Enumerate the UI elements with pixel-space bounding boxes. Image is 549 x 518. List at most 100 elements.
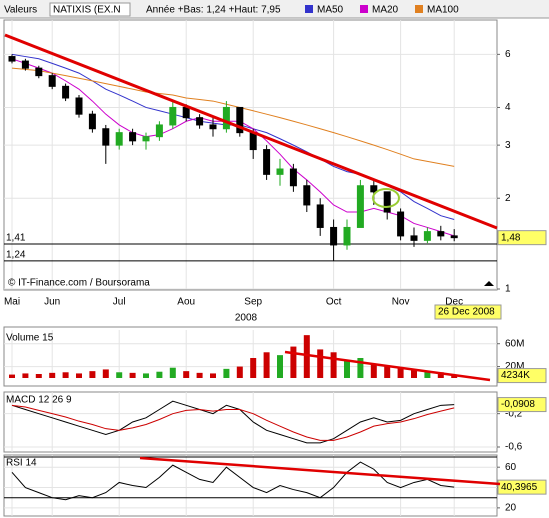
candle-body bbox=[35, 67, 43, 77]
candle-body bbox=[169, 106, 177, 126]
bar bbox=[102, 369, 109, 378]
plot: 1 2 3 4 6 1,41 1,24 1,48 Mai Jun Jul Aou Sep Oct Nov De… bbox=[4, 20, 547, 516]
x-tick-label: Sep bbox=[244, 297, 262, 308]
value-box-label: 4234K bbox=[501, 370, 530, 381]
x-tick-label: Dec bbox=[445, 297, 463, 308]
series-line bbox=[11, 67, 455, 167]
bar bbox=[437, 372, 444, 378]
bar bbox=[411, 369, 417, 378]
candle-body bbox=[222, 106, 230, 130]
legend-label: MA50 bbox=[317, 5, 344, 16]
y-tick-label: 3 bbox=[505, 140, 511, 151]
bar bbox=[129, 372, 136, 378]
x-tick-label: Oct bbox=[326, 297, 342, 308]
bar bbox=[35, 374, 42, 378]
candle-body bbox=[182, 106, 190, 119]
legend-label: MA100 bbox=[427, 5, 459, 16]
candle-body bbox=[356, 185, 364, 228]
candle-body bbox=[397, 211, 405, 237]
year-label: 2008 bbox=[235, 313, 258, 324]
bar bbox=[451, 375, 458, 378]
candle-body bbox=[155, 124, 163, 138]
legend: MA50 MA20 MA100 bbox=[305, 5, 459, 16]
panel-title: Volume 15 bbox=[6, 333, 54, 344]
bar bbox=[116, 372, 123, 378]
bar bbox=[344, 360, 350, 378]
candle-body bbox=[8, 56, 16, 62]
trend-line bbox=[4, 33, 498, 230]
year-range: Année +Bas: 1,24 +Haut: 7,95 bbox=[146, 5, 281, 16]
value-box-label: -0,0908 bbox=[501, 399, 535, 410]
candle-body bbox=[289, 168, 297, 187]
bar bbox=[263, 352, 270, 378]
x-tick-label: Nov bbox=[392, 297, 410, 308]
x-tick-label: Jul bbox=[113, 297, 126, 308]
legend-swatch bbox=[305, 5, 313, 13]
x-tick-label: Aou bbox=[177, 297, 195, 308]
stock-select[interactable] bbox=[49, 2, 131, 17]
y-tick-label: 20 bbox=[505, 503, 517, 514]
candle-body bbox=[142, 136, 150, 142]
value-box-label: 40,3965 bbox=[501, 482, 538, 493]
trend-line bbox=[284, 350, 491, 382]
bar bbox=[236, 366, 243, 378]
header-bar bbox=[0, 0, 549, 18]
x-tick-label: Jun bbox=[44, 297, 60, 308]
y-tick-label: 1 bbox=[505, 284, 511, 295]
candle-body bbox=[330, 226, 338, 246]
bar bbox=[397, 367, 404, 378]
price-panel bbox=[3, 19, 498, 291]
y-tick-label: 2 bbox=[505, 193, 511, 204]
bar bbox=[143, 373, 149, 378]
date-box bbox=[434, 304, 502, 320]
bar bbox=[210, 373, 216, 378]
highlight-circle bbox=[372, 188, 400, 208]
bar bbox=[317, 349, 324, 378]
bar bbox=[357, 358, 364, 378]
value-box bbox=[497, 479, 547, 495]
macd-panel bbox=[3, 391, 498, 453]
y-tick-label: 6 bbox=[505, 49, 511, 60]
candle-body bbox=[410, 235, 418, 241]
bar bbox=[169, 367, 176, 378]
series-line bbox=[11, 404, 455, 441]
legend-swatch bbox=[360, 5, 368, 13]
series-line bbox=[11, 58, 455, 237]
bar bbox=[196, 372, 203, 378]
bar bbox=[183, 371, 190, 378]
stock-name[interactable]: NATIXIS (EX.N bbox=[53, 5, 121, 16]
panel-title: RSI 14 bbox=[6, 458, 37, 469]
y-tick-label: 60 bbox=[505, 462, 517, 473]
bar bbox=[89, 371, 96, 378]
candle-body bbox=[303, 185, 311, 206]
candle-body bbox=[249, 132, 257, 151]
y-tick-label: -0,6 bbox=[505, 442, 523, 453]
candle-body bbox=[316, 204, 324, 228]
candle-body bbox=[102, 128, 110, 146]
candle-body bbox=[88, 113, 96, 130]
bar bbox=[62, 372, 69, 378]
candle-body bbox=[196, 117, 204, 126]
source-label: © IT-Finance.com / Boursorama bbox=[8, 278, 150, 289]
trend-line bbox=[139, 456, 501, 486]
bar bbox=[223, 368, 230, 378]
series-line bbox=[11, 400, 455, 444]
y-tick-label: 20M bbox=[505, 361, 524, 372]
value-box bbox=[497, 397, 547, 413]
value-box-label: 1,48 bbox=[501, 232, 521, 243]
candle-body bbox=[343, 226, 351, 246]
scroll-arrow[interactable] bbox=[484, 281, 494, 286]
date-label: 26 Dec 2008 bbox=[438, 307, 495, 318]
candle-body bbox=[209, 124, 217, 130]
candle-body bbox=[21, 60, 29, 69]
x-tick-label: Mai bbox=[4, 297, 20, 308]
candle-body bbox=[370, 185, 378, 193]
bar bbox=[9, 374, 15, 378]
bar bbox=[330, 352, 337, 378]
bar bbox=[22, 373, 29, 378]
bar bbox=[277, 355, 283, 378]
candle-body bbox=[48, 75, 56, 87]
candle-body bbox=[383, 191, 391, 213]
bar bbox=[290, 346, 297, 378]
